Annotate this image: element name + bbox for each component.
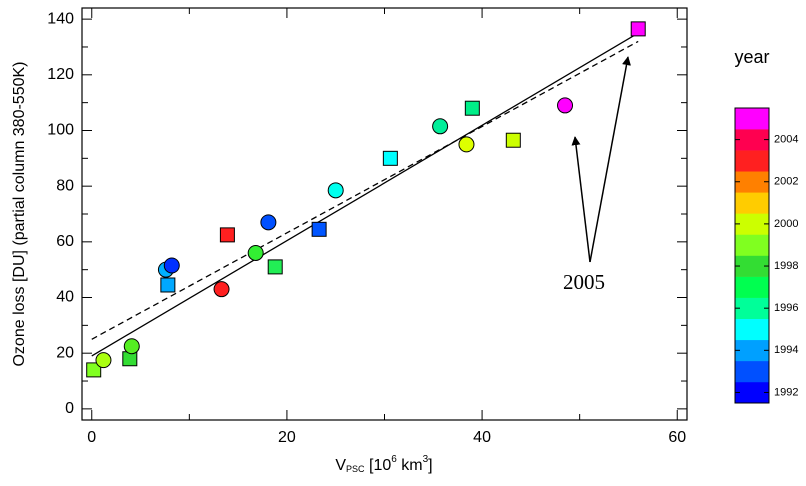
x-label-part: PSC: [346, 464, 365, 474]
x-label-part: V: [335, 457, 346, 474]
colorbar-band: [735, 150, 769, 172]
y-tick-label: 40: [56, 289, 74, 306]
y-tick-label: 140: [47, 10, 74, 27]
x-label-part: [10: [365, 457, 392, 474]
plot-frame: [81, 7, 688, 421]
circle-point: [260, 214, 277, 231]
circle-point: [432, 118, 449, 135]
colorbar-band: [735, 318, 769, 341]
colorbar-tick-label: 2002: [774, 176, 798, 188]
colorbar-band: [735, 276, 769, 298]
circle-point: [327, 182, 344, 199]
circle-point: [213, 281, 230, 298]
circle-point: [557, 97, 574, 114]
square-point: [267, 259, 283, 275]
y-tick-label: 80: [56, 177, 74, 194]
x-label-part: 3: [423, 454, 429, 465]
square-point: [630, 21, 646, 37]
colorbar-band: [735, 381, 769, 404]
colorbar-frame: [734, 107, 770, 404]
colorbar-band: [735, 129, 769, 151]
x-tick-label: 0: [87, 429, 96, 446]
colorbar-tick-label: 2000: [774, 218, 798, 230]
colorbar-band: [735, 234, 769, 256]
y-tick-label: 120: [47, 66, 74, 83]
colorbar-band: [735, 192, 769, 214]
colorbar-tick-label: 1992: [774, 386, 798, 398]
circle-point: [458, 136, 475, 153]
x-tick-label: 20: [278, 429, 296, 446]
x-tick-label: 40: [473, 429, 491, 446]
square-point: [382, 150, 398, 166]
square-point: [160, 277, 176, 293]
square-point: [86, 362, 102, 378]
colorbar-band: [735, 255, 769, 277]
x-label-part: 6: [391, 454, 397, 465]
colorbar-band: [735, 297, 769, 320]
square-point: [464, 100, 480, 116]
y-tick-label: 60: [56, 233, 74, 250]
square-point: [311, 221, 327, 237]
annotation-arrow: [589, 56, 631, 263]
y-tick-label: 100: [47, 122, 74, 139]
circle-point: [247, 244, 264, 261]
colorbar-tick-label: 2004: [774, 134, 798, 146]
colorbar-band: [735, 213, 769, 235]
colorbar-band: [735, 108, 769, 130]
colorbar-tick-label: 1994: [774, 344, 798, 356]
colorbar-band: [735, 360, 769, 383]
colorbar-band: [735, 171, 769, 193]
colorbar-tick-label: 1996: [774, 302, 798, 314]
y-tick-label: 0: [65, 400, 74, 417]
x-label-part: km: [397, 457, 423, 474]
annotation: 2005: [563, 270, 605, 294]
colorbar-band: [735, 339, 769, 362]
circle-point: [95, 352, 112, 369]
circle-point: [163, 257, 180, 274]
fit-line: [91, 40, 639, 340]
x-label-part: ]: [428, 457, 432, 474]
colorbar-tick-label: 1998: [774, 260, 798, 272]
circle-point: [123, 338, 140, 355]
fit-line: [91, 32, 639, 357]
square-point: [505, 132, 521, 148]
annotation-arrow: [571, 136, 591, 263]
x-axis-label: VPSC [106 km3]: [335, 454, 432, 475]
y-axis-label: Ozone loss [DU] (partial column 380-550K…: [11, 61, 28, 366]
colorbar-title: year: [734, 47, 769, 67]
square-point: [219, 227, 235, 243]
x-tick-label: 60: [668, 429, 686, 446]
y-tick-label: 20: [56, 344, 74, 361]
